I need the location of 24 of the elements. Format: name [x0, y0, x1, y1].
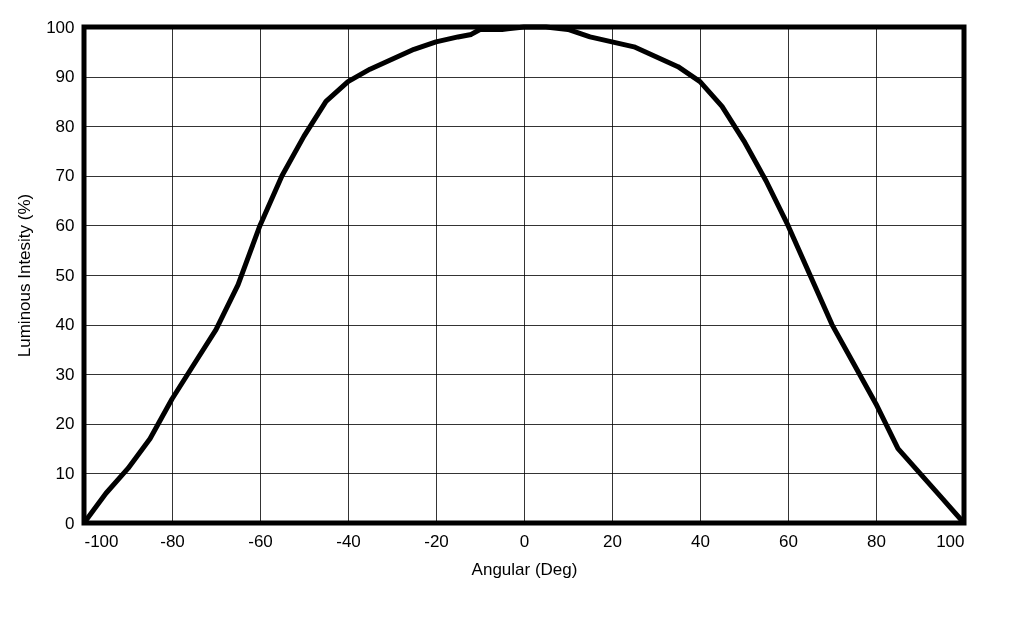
y-axis-title: Luminous Intesity (%) [15, 193, 35, 358]
y-tick-label: 50 [55, 265, 75, 285]
y-tick-label: 70 [55, 166, 75, 186]
y-tick-label: 10 [55, 463, 75, 483]
x-tick-label: -100 [84, 531, 119, 551]
x-tick-label: 100 [936, 531, 965, 551]
y-tick-label: 80 [55, 116, 75, 136]
y-tick-label: 0 [65, 513, 75, 533]
x-tick-label: 80 [867, 531, 886, 551]
y-tick-label: 60 [55, 215, 75, 235]
x-tick-label: 20 [603, 531, 622, 551]
x-tick-label: 0 [519, 531, 530, 551]
x-tick-label: 40 [691, 531, 710, 551]
x-tick-label: 60 [779, 531, 798, 551]
y-tick-label: 20 [55, 414, 75, 434]
x-tick-label: -20 [424, 531, 449, 551]
y-tick-label: 40 [55, 315, 75, 335]
y-tick-label: 30 [55, 364, 75, 384]
x-tick-label: -80 [160, 531, 185, 551]
x-tick-label: -60 [248, 531, 273, 551]
x-tick-label: -40 [336, 531, 361, 551]
x-axis-title: Angular (Deg) [471, 559, 578, 579]
y-tick-label: 100 [46, 17, 75, 37]
y-tick-label: 90 [55, 67, 75, 87]
